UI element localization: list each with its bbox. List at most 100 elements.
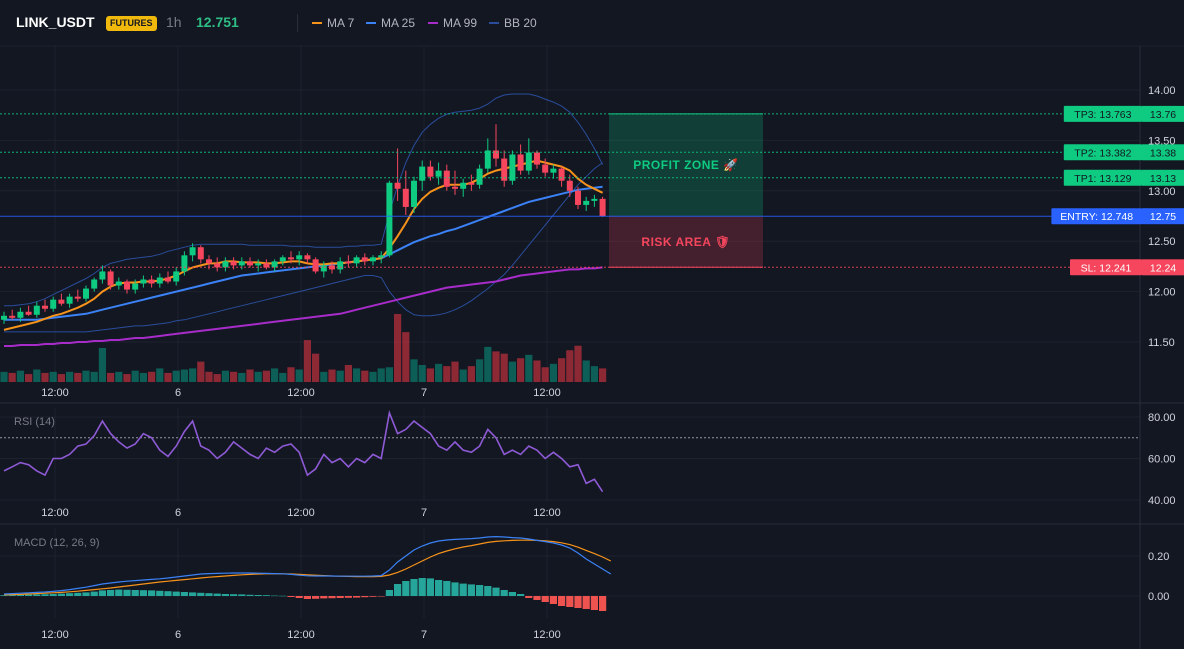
axis-tag-label: 13.38 bbox=[1150, 147, 1176, 159]
candle-body bbox=[435, 170, 442, 177]
last-price: 12.751 bbox=[196, 14, 239, 30]
macd-hist-bar bbox=[492, 587, 500, 596]
level-tag-tp bbox=[1063, 144, 1142, 161]
volume-bars bbox=[0, 314, 607, 382]
candle-body bbox=[386, 182, 393, 256]
candle-body bbox=[238, 261, 245, 266]
risk-zone bbox=[609, 216, 763, 268]
volume-bar bbox=[172, 370, 180, 382]
macd-hist-bar bbox=[246, 594, 254, 596]
price-axes: 12:00 6 12:00 7 12:00 12:00 6 12:00 7 12:00 12:00 6… bbox=[41, 85, 1175, 641]
level-tag-tp bbox=[1063, 105, 1142, 122]
candle-body bbox=[189, 247, 196, 256]
volume-bar bbox=[500, 353, 508, 382]
legend-ma99[interactable]: MA 99 bbox=[428, 16, 477, 30]
candle-body bbox=[599, 198, 606, 216]
level-tag-label: ENTRY: 12.748 bbox=[1060, 211, 1133, 223]
time-tick-label: 12:00 bbox=[287, 629, 315, 641]
axis-tag-label: 12.75 bbox=[1150, 211, 1176, 223]
volume-bar bbox=[533, 360, 541, 382]
macd-pane: MACD (12, 26, 9) 0.20 0.00 bbox=[0, 535, 1169, 611]
candle-body bbox=[591, 198, 598, 201]
legend-ma25[interactable]: MA 25 bbox=[366, 16, 415, 30]
time-tick-label: 12:00 bbox=[287, 507, 315, 519]
volume-bar bbox=[328, 369, 336, 382]
symbol-name[interactable]: LINK_USDT bbox=[16, 14, 95, 30]
candle-body bbox=[525, 152, 532, 171]
volume-bar bbox=[0, 371, 8, 382]
candle-body bbox=[419, 166, 426, 181]
candle-body bbox=[148, 279, 155, 284]
timeframe-label[interactable]: 1h bbox=[166, 14, 182, 30]
volume-bar bbox=[164, 372, 172, 382]
level-tag-entry bbox=[1051, 208, 1142, 225]
legend-bb20[interactable]: BB 20 bbox=[489, 16, 537, 30]
time-tick-label: 12:00 bbox=[533, 387, 561, 399]
candle-body bbox=[263, 263, 270, 268]
macd-hist-bar bbox=[533, 596, 541, 600]
volume-bar bbox=[492, 351, 500, 382]
volume-bar bbox=[197, 361, 205, 382]
candle-body bbox=[517, 154, 524, 171]
price-tick-label: 13.50 bbox=[1148, 135, 1176, 147]
axis-tag-tp bbox=[1142, 105, 1184, 122]
candle-body bbox=[173, 271, 180, 282]
futures-badge: FUTURES bbox=[106, 16, 157, 31]
profit-zone bbox=[609, 113, 763, 217]
macd-hist-bar bbox=[172, 591, 180, 596]
candle-body bbox=[66, 296, 73, 304]
candle-body bbox=[279, 257, 286, 262]
candle-body bbox=[288, 257, 294, 260]
macd-hist-bar bbox=[131, 590, 139, 596]
volume-bar bbox=[402, 332, 410, 382]
macd-hist-bar bbox=[221, 594, 229, 596]
volume-bar bbox=[230, 371, 238, 382]
volume-bar bbox=[451, 361, 459, 382]
macd-hist-bar bbox=[582, 596, 590, 609]
ma99-swatch-icon bbox=[428, 22, 438, 24]
legend-ma7[interactable]: MA 7 bbox=[312, 16, 354, 30]
macd-hist-bar bbox=[344, 596, 352, 598]
candle-body bbox=[501, 158, 508, 181]
macd-hist-bar bbox=[402, 581, 410, 596]
volume-bar bbox=[361, 370, 369, 382]
time-tick-label: 12:00 bbox=[41, 629, 69, 641]
bb-upper-line bbox=[4, 93, 604, 307]
axis-tag-entry bbox=[1142, 208, 1184, 225]
volume-bar bbox=[238, 372, 246, 382]
candle-body bbox=[50, 299, 57, 309]
candle-body bbox=[370, 257, 376, 262]
macd-hist-bar bbox=[205, 593, 213, 596]
volume-bar bbox=[369, 371, 377, 382]
macd-hist-bar bbox=[541, 596, 549, 602]
chart-grid bbox=[0, 45, 1184, 649]
candle-body bbox=[115, 281, 122, 286]
macd-hist-bar bbox=[0, 595, 8, 596]
volume-bar bbox=[435, 363, 443, 382]
volume-bar bbox=[221, 370, 229, 382]
volume-bar bbox=[115, 371, 123, 382]
price-tick-label: 12.00 bbox=[1148, 287, 1176, 299]
volume-bar bbox=[148, 371, 156, 382]
volume-bar bbox=[16, 370, 24, 382]
macd-hist-bar bbox=[197, 592, 205, 596]
bb20-swatch-icon bbox=[489, 22, 499, 24]
rsi-tick-label: 60.00 bbox=[1148, 454, 1176, 466]
candle-body bbox=[550, 168, 557, 173]
time-tick-label: 6 bbox=[175, 507, 181, 519]
macd-hist-bar bbox=[435, 580, 443, 596]
candle-body bbox=[181, 255, 188, 272]
candle-body bbox=[197, 247, 204, 260]
candle-body bbox=[583, 200, 590, 205]
volume-bar bbox=[377, 368, 385, 382]
candle-body bbox=[247, 261, 253, 266]
candle-body bbox=[427, 166, 434, 177]
candle-body bbox=[206, 259, 212, 264]
profit-zone-label: PROFIT ZONE 🚀 bbox=[633, 158, 738, 172]
macd-hist-bar bbox=[156, 590, 164, 596]
macd-hist-bar bbox=[418, 578, 426, 596]
volume-bar bbox=[8, 372, 16, 382]
axis-tag-tp bbox=[1142, 144, 1184, 161]
candle-body bbox=[296, 255, 303, 260]
